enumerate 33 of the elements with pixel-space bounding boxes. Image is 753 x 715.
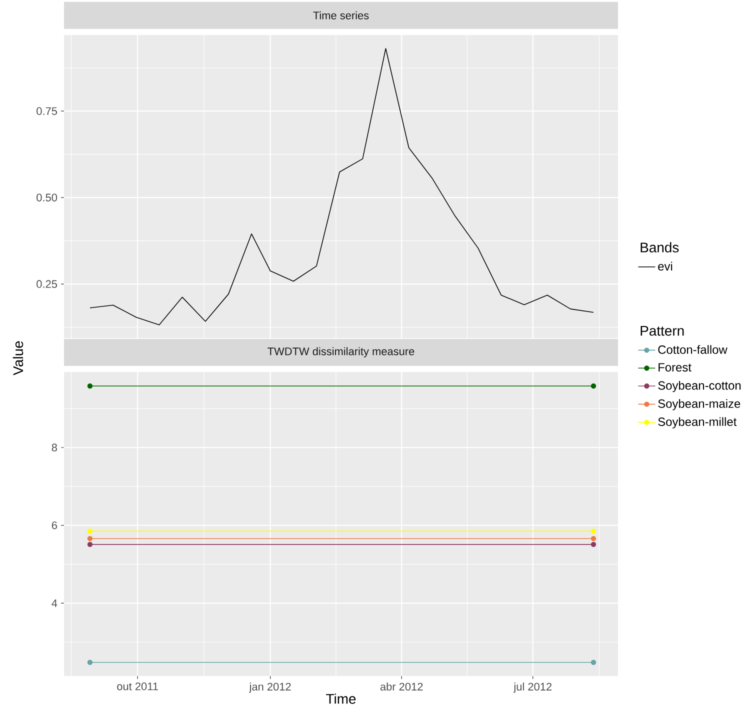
point bbox=[590, 660, 596, 665]
point bbox=[87, 528, 93, 534]
point bbox=[590, 528, 596, 534]
chart-title: TWDTW dissimilarity measure bbox=[268, 347, 414, 358]
x-tick-label: abr 2012 bbox=[380, 682, 423, 691]
point bbox=[87, 383, 93, 389]
point bbox=[87, 536, 93, 542]
y-tick-label: 0.75 bbox=[36, 107, 58, 115]
y-tick-label: 0.50 bbox=[36, 194, 58, 202]
point bbox=[87, 660, 93, 665]
point bbox=[590, 536, 596, 542]
y-tick-label: 4 bbox=[52, 599, 58, 607]
chart-title: Time series bbox=[313, 11, 369, 20]
x-axis-title: Time bbox=[326, 694, 356, 704]
legend-label: Cotton-fallow bbox=[658, 345, 728, 354]
y-tick-label: 6 bbox=[52, 521, 57, 530]
legend-label: Soybean-millet bbox=[658, 417, 737, 428]
line-series bbox=[90, 48, 594, 326]
legend-label: Forest bbox=[658, 363, 692, 372]
legend-label: evi bbox=[658, 262, 672, 271]
point bbox=[590, 383, 596, 389]
x-tick-label: jan 2012 bbox=[249, 682, 291, 693]
legend-label: Soybean-cotton bbox=[658, 380, 741, 392]
y-tick-label: 0.25 bbox=[36, 280, 58, 288]
y-axis-title: Value bbox=[12, 341, 24, 376]
point bbox=[87, 542, 93, 548]
x-tick-label: out 2011 bbox=[117, 682, 158, 690]
legend-title: Bands bbox=[640, 242, 679, 252]
point bbox=[590, 542, 596, 548]
x-tick-label: jul 2012 bbox=[513, 682, 552, 693]
y-tick-label: 8 bbox=[52, 444, 57, 452]
legend-label: Soybean-maize bbox=[658, 399, 740, 410]
legend-title: Pattern bbox=[640, 326, 684, 336]
